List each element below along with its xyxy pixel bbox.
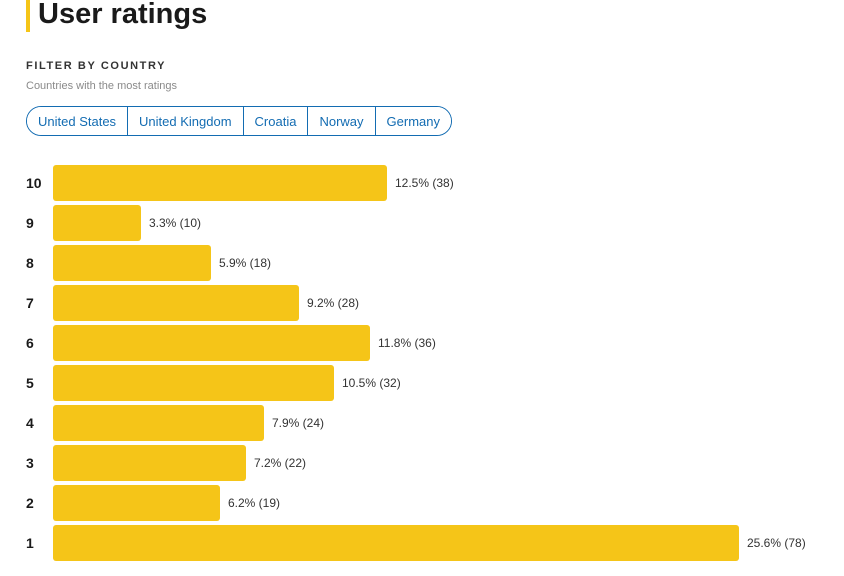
filter-subtitle: Countries with the most ratings [26, 80, 178, 92]
rating-label: 4 [26, 415, 34, 431]
rating-label: 3 [26, 455, 34, 471]
rating-bar [53, 365, 334, 401]
rating-bar [53, 405, 264, 441]
rating-value-label: 25.6% (78) [747, 536, 806, 550]
rating-value-label: 3.3% (10) [149, 216, 202, 230]
rating-label: 5 [26, 375, 34, 391]
rating-label: 1 [26, 535, 34, 551]
rating-row-3: 3 7.2% (22) [0, 444, 844, 482]
rating-bar [53, 205, 141, 241]
country-chip-united-states[interactable]: United States [27, 107, 129, 135]
rating-row-1: 1 25.6% (78) [0, 524, 844, 562]
rating-row-4: 4 7.9% (24) [0, 404, 844, 442]
rating-row-6: 6 11.8% (36) [0, 324, 844, 362]
rating-bar [53, 165, 387, 201]
rating-label: 10 [26, 175, 42, 191]
rating-value-label: 10.5% (32) [342, 376, 401, 390]
rating-label: 8 [26, 255, 34, 271]
rating-label: 7 [26, 295, 34, 311]
rating-value-label: 6.2% (19) [228, 496, 281, 510]
title-accent-bar [26, 0, 30, 32]
rating-bar [53, 485, 220, 521]
rating-label: 2 [26, 495, 34, 511]
rating-bar [53, 245, 211, 281]
rating-label: 9 [26, 215, 34, 231]
rating-bar [53, 285, 299, 321]
rating-row-10: 10 12.5% (38) [0, 164, 844, 202]
rating-value-label: 11.8% (36) [378, 336, 436, 350]
rating-row-5: 5 10.5% (32) [0, 364, 844, 402]
rating-value-label: 9.2% (28) [307, 296, 360, 310]
rating-row-2: 2 6.2% (19) [0, 484, 844, 522]
rating-bar [53, 325, 370, 361]
country-chip-united-kingdom[interactable]: United Kingdom [128, 107, 244, 135]
rating-value-label: 7.2% (22) [254, 456, 307, 470]
country-chip-norway[interactable]: Norway [308, 107, 376, 135]
rating-row-8: 8 5.9% (18) [0, 244, 844, 282]
rating-row-9: 9 3.3% (10) [0, 204, 844, 242]
rating-bar [53, 525, 739, 561]
rating-row-7: 7 9.2% (28) [0, 284, 844, 322]
title-block: User ratings [26, 0, 207, 32]
country-chip-germany[interactable]: Germany [375, 107, 452, 135]
rating-value-label: 7.9% (24) [272, 416, 325, 430]
rating-value-label: 5.9% (18) [219, 256, 272, 270]
page-title: User ratings [38, 0, 208, 30]
filter-heading: FILTER BY COUNTRY [26, 60, 167, 72]
rating-bar [53, 445, 246, 481]
rating-label: 6 [26, 335, 34, 351]
rating-value-label: 12.5% (38) [395, 176, 454, 190]
country-filter-group: United States United Kingdom Croatia Nor… [26, 106, 453, 136]
country-chip-croatia[interactable]: Croatia [243, 107, 309, 135]
